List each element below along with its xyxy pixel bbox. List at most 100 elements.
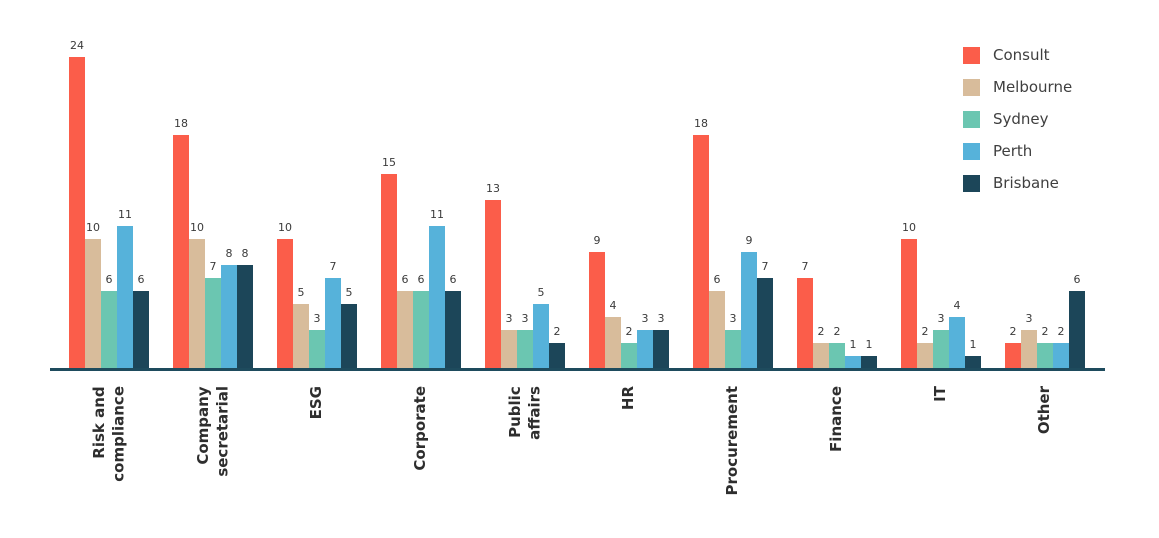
bar-consult-hr[interactable] [589, 252, 605, 369]
bar-sydney-other[interactable] [1037, 343, 1053, 369]
bar-perth-public-affairs[interactable] [533, 304, 549, 369]
bar-sydney-procurement[interactable] [725, 330, 741, 369]
bar-perth-corporate[interactable] [429, 226, 445, 369]
bar-value-label: 2 [1057, 325, 1065, 338]
bar-perth-other[interactable] [1053, 343, 1069, 369]
bar-slot: 2 [917, 57, 933, 369]
bar-consult-corporate[interactable] [381, 174, 397, 369]
x-axis-label-text: Finance [827, 386, 846, 452]
legend-item-sydney[interactable]: Sydney [963, 110, 1072, 128]
bar-slot: 2 [829, 57, 845, 369]
bar-slot: 8 [237, 57, 253, 369]
bar-brisbane-risk-and-compliance[interactable] [133, 291, 149, 369]
chart-legend: Consult Melbourne Sydney Perth Brisbane [963, 46, 1072, 192]
bar-slot: 3 [501, 57, 517, 369]
bar-perth-hr[interactable] [637, 330, 653, 369]
bar-melbourne-risk-and-compliance[interactable] [85, 239, 101, 369]
legend-item-perth[interactable]: Perth [963, 142, 1072, 160]
bar-value-label: 8 [241, 247, 249, 260]
bar-value-label: 6 [417, 273, 425, 286]
legend-label: Brisbane [993, 174, 1059, 192]
bar-melbourne-finance[interactable] [813, 343, 829, 369]
bar-melbourne-esg[interactable] [293, 304, 309, 369]
bar-perth-it[interactable] [949, 317, 965, 369]
bar-brisbane-company-secretarial[interactable] [237, 265, 253, 369]
bar-consult-procurement[interactable] [693, 135, 709, 369]
legend-item-consult[interactable]: Consult [963, 46, 1072, 64]
bar-consult-it[interactable] [901, 239, 917, 369]
bar-value-label: 11 [430, 208, 444, 221]
bar-consult-esg[interactable] [277, 239, 293, 369]
bar-value-label: 1 [849, 338, 857, 351]
bar-slot: 3 [309, 57, 325, 369]
bar-consult-risk-and-compliance[interactable] [69, 57, 85, 369]
legend-item-melbourne[interactable]: Melbourne [963, 78, 1072, 96]
x-axis-label-text: Company secretarial [193, 386, 232, 477]
bar-slot: 3 [725, 57, 741, 369]
bar-sydney-public-affairs[interactable] [517, 330, 533, 369]
bar-slot: 24 [69, 39, 85, 369]
bar-value-label: 6 [1073, 273, 1081, 286]
legend-item-brisbane[interactable]: Brisbane [963, 174, 1072, 192]
x-axis-label-text: Corporate [411, 386, 430, 471]
bar-sydney-esg[interactable] [309, 330, 325, 369]
bar-slot: 9 [589, 57, 605, 369]
bar-slot: 1 [861, 57, 877, 369]
bar-melbourne-company-secretarial[interactable] [189, 239, 205, 369]
bar-consult-public-affairs[interactable] [485, 200, 501, 369]
bar-sydney-finance[interactable] [829, 343, 845, 369]
bar-sydney-company-secretarial[interactable] [205, 278, 221, 369]
bar-brisbane-other[interactable] [1069, 291, 1085, 369]
bar-brisbane-esg[interactable] [341, 304, 357, 369]
bar-sydney-risk-and-compliance[interactable] [101, 291, 117, 369]
bar-perth-esg[interactable] [325, 278, 341, 369]
bar-slot: 3 [637, 57, 653, 369]
bar-slot: 2 [1053, 57, 1069, 369]
bar-consult-other[interactable] [1005, 343, 1021, 369]
bar-melbourne-procurement[interactable] [709, 291, 725, 369]
bar-consult-finance[interactable] [797, 278, 813, 369]
bar-slot: 7 [797, 57, 813, 369]
bar-melbourne-other[interactable] [1021, 330, 1037, 369]
bar-sydney-hr[interactable] [621, 343, 637, 369]
bar-slot: 3 [517, 57, 533, 369]
bar-slot: 18 [173, 57, 189, 369]
bar-melbourne-hr[interactable] [605, 317, 621, 369]
bar-slot: 4 [949, 57, 965, 369]
bar-slot: 7 [325, 57, 341, 369]
legend-label: Perth [993, 142, 1033, 160]
bar-perth-company-secretarial[interactable] [221, 265, 237, 369]
bar-slot: 5 [293, 57, 309, 369]
x-axis-label-procurement: Procurement [693, 386, 773, 496]
bar-slot: 6 [709, 57, 725, 369]
bar-sydney-corporate[interactable] [413, 291, 429, 369]
bar-value-label: 3 [505, 312, 513, 325]
bar-slot: 10 [901, 57, 917, 369]
bar-brisbane-procurement[interactable] [757, 278, 773, 369]
bar-melbourne-public-affairs[interactable] [501, 330, 517, 369]
bar-sydney-it[interactable] [933, 330, 949, 369]
bar-value-label: 2 [625, 325, 633, 338]
bar-perth-finance[interactable] [845, 356, 861, 369]
bar-brisbane-hr[interactable] [653, 330, 669, 369]
bar-brisbane-it[interactable] [965, 356, 981, 369]
bar-melbourne-it[interactable] [917, 343, 933, 369]
bar-perth-procurement[interactable] [741, 252, 757, 369]
bar-slot: 11 [117, 57, 133, 369]
plot-area: 24 10 6 11 6 18 10 7 8 8 10 5 3 7 5 15 6 6 11 6 13 3 3 5 2 9 4 2 3 3 1… [69, 39, 1085, 369]
bar-brisbane-public-affairs[interactable] [549, 343, 565, 369]
x-axis-label-other: Other [1005, 386, 1085, 434]
legend-swatch-melbourne-icon [963, 78, 980, 96]
x-axis-label-finance: Finance [797, 386, 877, 452]
bar-melbourne-corporate[interactable] [397, 291, 413, 369]
legend-label: Sydney [993, 110, 1049, 128]
legend-swatch-consult-icon [963, 46, 980, 64]
bar-value-label: 18 [694, 117, 708, 130]
bar-brisbane-finance[interactable] [861, 356, 877, 369]
bar-perth-risk-and-compliance[interactable] [117, 226, 133, 369]
bar-slot: 3 [1021, 57, 1037, 369]
bar-consult-company-secretarial[interactable] [173, 135, 189, 369]
bar-slot: 2 [621, 57, 637, 369]
bar-brisbane-corporate[interactable] [445, 291, 461, 369]
